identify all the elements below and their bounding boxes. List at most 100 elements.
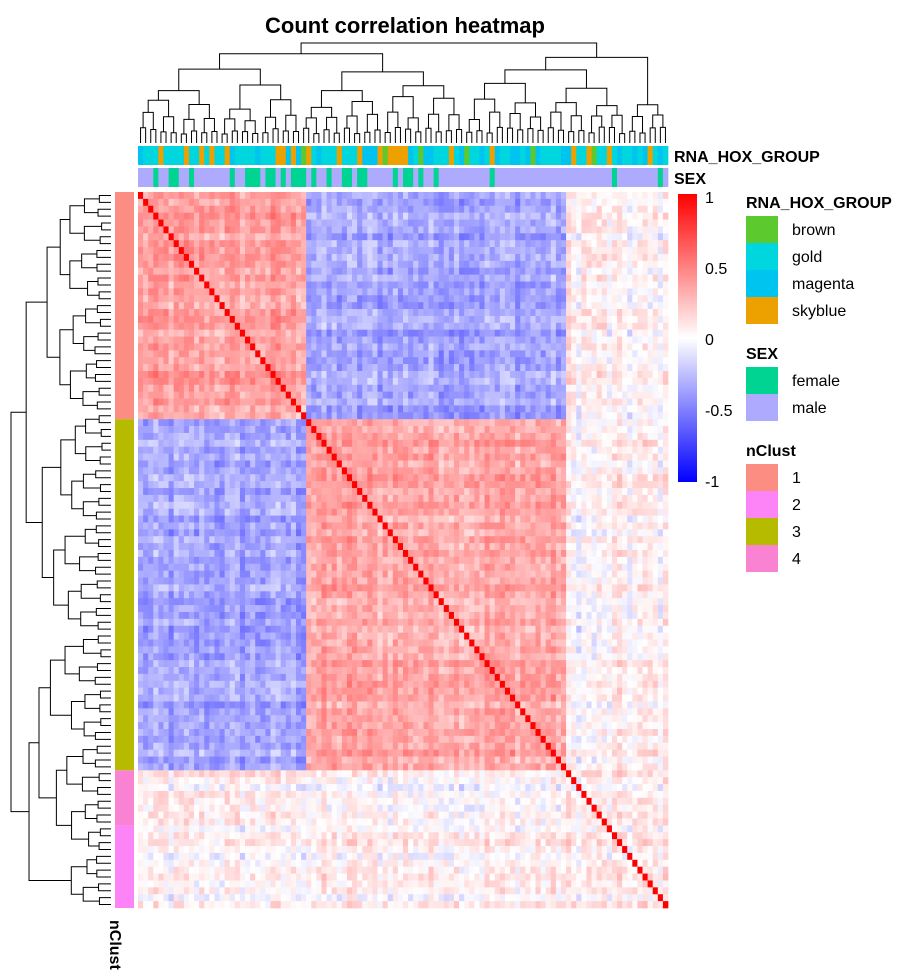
heatmap-cell xyxy=(632,364,638,372)
heatmap-cell xyxy=(611,488,618,496)
sex-cell xyxy=(433,168,440,187)
heatmap-cell xyxy=(586,398,592,406)
heatmap-cell xyxy=(183,295,190,303)
heatmap-cell xyxy=(168,198,175,207)
heatmap-cell xyxy=(535,426,541,434)
heatmap-cell xyxy=(372,446,378,454)
heatmap-cell xyxy=(632,460,638,468)
heatmap-cell xyxy=(321,432,327,441)
heatmap-cell xyxy=(260,357,266,365)
heatmap-cell xyxy=(275,198,282,207)
heatmap-cell xyxy=(183,302,190,310)
heatmap-cell xyxy=(372,253,378,262)
heatmap-cell xyxy=(525,460,531,468)
heatmap-cell xyxy=(642,446,648,454)
heatmap-cell xyxy=(321,253,327,262)
heatmap-cell xyxy=(148,233,154,241)
heatmap-cell xyxy=(346,432,353,441)
heatmap-cell xyxy=(627,233,633,241)
heatmap-cell xyxy=(433,419,440,427)
heatmap-cell xyxy=(469,302,475,310)
heatmap-cell xyxy=(453,315,460,324)
heatmap-cell xyxy=(535,233,541,241)
heatmap-cell xyxy=(219,315,225,324)
heatmap-cell xyxy=(423,419,429,427)
heatmap-cell xyxy=(346,364,353,372)
heatmap-cell xyxy=(188,405,195,413)
heatmap-cell xyxy=(255,212,261,220)
heatmap-cell xyxy=(260,253,266,262)
heatmap-cell xyxy=(581,446,587,454)
heatmap-cell xyxy=(581,384,587,392)
heatmap-cell xyxy=(540,240,547,248)
heatmap-cell xyxy=(408,267,414,275)
heatmap-cell xyxy=(209,377,215,386)
heatmap-cell xyxy=(163,439,169,448)
heatmap-cell xyxy=(484,226,490,234)
heatmap-cell xyxy=(453,426,460,434)
heatmap-cell xyxy=(596,267,603,275)
heatmap-cell xyxy=(377,247,383,255)
rna-hox-group-cell xyxy=(250,146,256,165)
heatmap-cell xyxy=(510,481,516,489)
heatmap-cell xyxy=(163,322,169,331)
heatmap-cell xyxy=(530,329,536,337)
heatmap-cell xyxy=(387,295,394,303)
heatmap-cell xyxy=(611,267,618,275)
heatmap-cell xyxy=(576,439,582,448)
rna-hox-group-cell xyxy=(520,146,526,165)
heatmap-cell xyxy=(484,253,490,262)
heatmap-cell xyxy=(382,405,389,413)
heatmap-cell xyxy=(525,412,531,420)
heatmap-cell xyxy=(321,350,327,358)
heatmap-cell xyxy=(357,315,363,324)
heatmap-cell xyxy=(423,329,429,337)
rna-hox-group-cell xyxy=(245,146,251,165)
heatmap-cell xyxy=(290,219,297,227)
heatmap-cell xyxy=(143,384,149,392)
heatmap-cell xyxy=(622,336,628,344)
heatmap-cell xyxy=(214,391,220,399)
heatmap-cell xyxy=(550,426,557,434)
heatmap-cell xyxy=(158,226,164,234)
heatmap-cell xyxy=(138,315,144,324)
heatmap-cell xyxy=(464,212,470,220)
heatmap-cell xyxy=(617,439,623,448)
heatmap-cell xyxy=(474,460,480,468)
heatmap-cell xyxy=(250,281,256,289)
rna-hox-group-cell xyxy=(301,146,307,165)
heatmap-cell xyxy=(321,192,327,200)
heatmap-cell xyxy=(459,426,465,434)
heatmap-cell xyxy=(591,192,598,200)
heatmap-cell xyxy=(586,439,592,448)
heatmap-cell xyxy=(316,295,322,303)
heatmap-cell xyxy=(596,481,603,489)
heatmap-cell xyxy=(173,481,180,489)
heatmap-cell xyxy=(341,460,348,468)
heatmap-cell xyxy=(647,240,654,248)
heatmap-cell xyxy=(168,212,175,220)
heatmap-cell xyxy=(459,288,465,296)
heatmap-cell xyxy=(576,398,582,406)
heatmap-cell xyxy=(489,384,496,392)
heatmap-cell xyxy=(448,432,455,441)
heatmap-cell xyxy=(545,460,552,468)
sex-cell xyxy=(229,168,236,187)
heatmap-cell xyxy=(622,226,628,234)
heatmap-cell xyxy=(566,281,572,289)
heatmap-cell xyxy=(219,212,225,220)
heatmap-cell xyxy=(428,426,434,434)
heatmap-cell xyxy=(530,343,536,351)
dendrogram-branch xyxy=(59,329,74,386)
heatmap-cell xyxy=(239,350,246,358)
heatmap-cell xyxy=(168,474,175,482)
heatmap-cell xyxy=(438,274,445,282)
heatmap-cell xyxy=(555,377,562,386)
heatmap-cell xyxy=(606,233,613,241)
heatmap-cell xyxy=(535,343,541,351)
heatmap-cell xyxy=(138,357,144,365)
heatmap-cell xyxy=(387,432,394,441)
heatmap-cell xyxy=(331,260,338,269)
sex-cell xyxy=(275,168,282,187)
heatmap-cell xyxy=(352,391,358,399)
